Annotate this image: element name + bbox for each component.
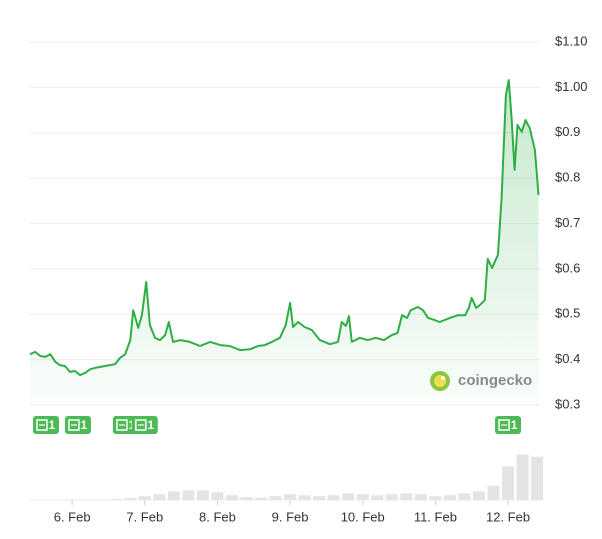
volume-bar bbox=[313, 496, 325, 500]
x-tick-label: 6. Feb bbox=[54, 509, 91, 524]
x-tick-label: 11. Feb bbox=[414, 509, 457, 524]
x-tick-label: 10. Feb bbox=[341, 509, 385, 524]
x-tick-label: 12. Feb bbox=[486, 509, 530, 524]
volume-bar bbox=[386, 494, 398, 500]
volume-bar bbox=[284, 494, 296, 500]
y-tick-label: $0.4 bbox=[555, 351, 580, 366]
x-tick-label: 8. Feb bbox=[199, 509, 236, 524]
volume-bar bbox=[110, 499, 122, 500]
volume-bar bbox=[182, 490, 194, 500]
news-count: 1 bbox=[511, 418, 518, 432]
volume-bar bbox=[488, 486, 500, 500]
volume-bar bbox=[168, 491, 180, 500]
volume-bar bbox=[473, 491, 485, 500]
volume-bar bbox=[429, 496, 441, 500]
news-count: 1 bbox=[49, 418, 56, 432]
news-badge: 1 bbox=[65, 416, 91, 434]
volume-bar bbox=[371, 495, 383, 500]
news-badge: 1 bbox=[495, 416, 521, 434]
news-badge: 1 bbox=[33, 416, 59, 434]
price-area bbox=[30, 80, 539, 405]
volume-bar bbox=[197, 490, 209, 500]
y-tick-label: $0.5 bbox=[555, 306, 580, 321]
volume-bar bbox=[444, 495, 456, 500]
volume-bar bbox=[240, 497, 252, 500]
y-tick-label: $0.8 bbox=[555, 170, 580, 185]
news-badge: 1 bbox=[132, 416, 158, 434]
volume-bar bbox=[357, 494, 369, 500]
y-tick-label: $0.9 bbox=[555, 124, 580, 139]
y-tick-label: $1.10 bbox=[555, 33, 588, 48]
volume-bar bbox=[458, 493, 470, 500]
volume-bar bbox=[124, 498, 136, 500]
volume-bar bbox=[226, 495, 238, 500]
volume-bar bbox=[328, 495, 340, 500]
volume-bar bbox=[211, 492, 223, 500]
news-count: 1 bbox=[81, 418, 88, 432]
volume-bar bbox=[139, 496, 151, 500]
y-tick-label: $1.00 bbox=[555, 79, 588, 94]
volume-bar bbox=[502, 466, 514, 500]
volume-bar bbox=[153, 494, 165, 500]
volume-bar bbox=[342, 493, 354, 500]
x-tick-label: 9. Feb bbox=[272, 509, 309, 524]
volume-bar bbox=[299, 495, 311, 500]
y-tick-label: $0.6 bbox=[555, 260, 580, 275]
volume-bar bbox=[517, 454, 529, 500]
x-tick-label: 7. Feb bbox=[126, 509, 163, 524]
y-tick-label: $0.7 bbox=[555, 215, 580, 230]
volume-bar bbox=[255, 498, 267, 500]
volume-bar bbox=[400, 493, 412, 500]
volume-bar bbox=[415, 494, 427, 500]
news-count: 1 bbox=[147, 418, 154, 432]
y-tick-label: $0.3 bbox=[555, 396, 580, 411]
volume-bar bbox=[270, 496, 282, 500]
volume-bar bbox=[531, 457, 543, 500]
